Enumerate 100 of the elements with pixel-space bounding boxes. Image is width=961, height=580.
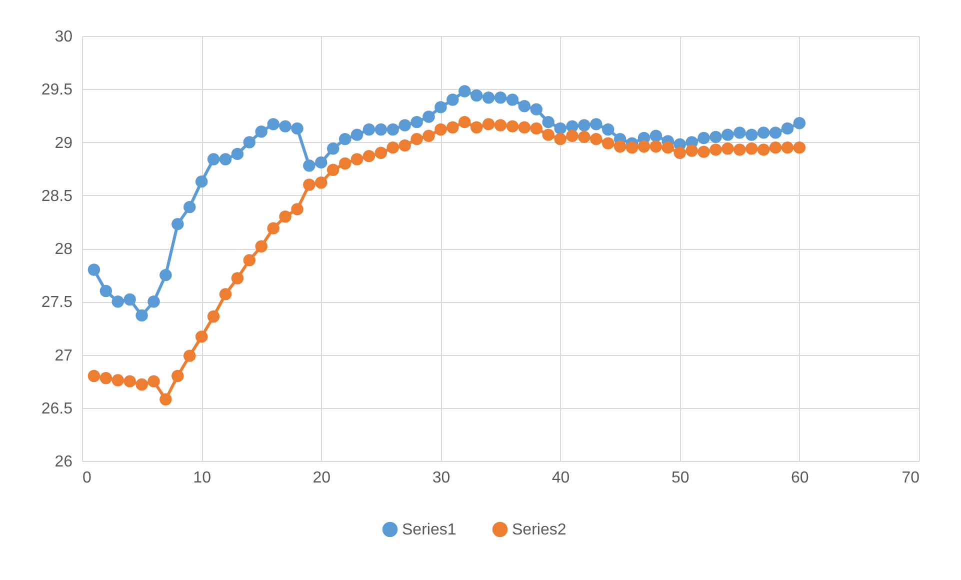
point [160, 268, 172, 282]
point [350, 128, 364, 141]
legend-label: Series1 [402, 521, 456, 538]
point [386, 123, 400, 136]
y-tick-label: 28 [54, 241, 73, 258]
x-tick-label: 10 [193, 470, 212, 486]
point [279, 210, 292, 223]
point [172, 218, 184, 230]
point [734, 126, 746, 139]
legend-label: Series2 [512, 521, 566, 538]
point [710, 144, 722, 156]
point [410, 132, 423, 146]
point [602, 123, 614, 136]
point [482, 92, 495, 104]
point [650, 130, 662, 142]
point [506, 120, 519, 132]
point [350, 153, 364, 166]
point [315, 176, 328, 189]
point [470, 89, 483, 102]
y-tick-label: 26.5 [41, 400, 73, 418]
point [195, 330, 208, 343]
point [757, 144, 770, 156]
point [315, 156, 328, 169]
point [410, 116, 423, 128]
point [494, 119, 507, 132]
point [183, 200, 196, 214]
point [100, 372, 112, 384]
point [195, 175, 208, 188]
point [590, 132, 602, 146]
point [207, 310, 220, 323]
point [255, 126, 268, 138]
point [148, 375, 160, 388]
y-tick-label: 26 [54, 454, 73, 470]
point [470, 121, 483, 134]
point [422, 130, 435, 142]
x-tick-label: 0 [82, 470, 92, 486]
point [279, 120, 292, 132]
point [124, 293, 136, 306]
point [734, 144, 746, 156]
point [326, 164, 340, 176]
point [338, 132, 352, 146]
point [303, 178, 316, 191]
point [434, 123, 447, 136]
point [662, 141, 674, 154]
point [231, 272, 244, 284]
point [136, 378, 148, 391]
point [518, 121, 531, 134]
point [374, 123, 388, 136]
y-tick-label: 29.5 [41, 82, 73, 99]
point [769, 126, 782, 139]
x-tick-label: 60 [791, 470, 809, 486]
x-tick-label: 30 [432, 470, 450, 486]
point [674, 146, 686, 159]
point [112, 296, 124, 308]
point [434, 101, 447, 114]
y-tick-label: 30 [54, 28, 73, 46]
y-tick-label: 27.5 [41, 294, 73, 312]
point [88, 264, 100, 276]
point [446, 121, 459, 134]
point [518, 100, 531, 112]
x-tick-label: 40 [552, 470, 570, 486]
point [769, 141, 782, 154]
point [124, 375, 136, 388]
point [398, 119, 411, 132]
x-tick-label: 20 [312, 470, 331, 486]
point [398, 139, 411, 152]
point [458, 85, 471, 98]
point [291, 203, 304, 216]
point [710, 130, 722, 144]
point [698, 146, 710, 158]
point [100, 284, 112, 298]
point [530, 103, 542, 116]
point [781, 141, 794, 154]
point [207, 153, 220, 166]
point [793, 117, 806, 130]
point [722, 128, 734, 141]
point [291, 122, 304, 135]
point [231, 148, 244, 160]
x-tick-label: 70 [902, 470, 920, 486]
point [626, 141, 638, 154]
point [590, 118, 602, 130]
point [745, 142, 758, 155]
point [243, 254, 256, 266]
point [554, 132, 566, 146]
x-tick-label: 50 [671, 470, 690, 486]
point [686, 144, 698, 157]
point [326, 142, 340, 155]
point [542, 116, 554, 128]
point [578, 130, 590, 144]
point [650, 140, 662, 153]
point [566, 130, 578, 142]
point [267, 222, 280, 234]
point [267, 118, 280, 130]
y-tick-label: 28.5 [41, 188, 73, 205]
point [338, 157, 352, 170]
point [542, 128, 554, 141]
point [362, 150, 376, 162]
point [602, 137, 614, 150]
point [362, 123, 376, 136]
point [722, 142, 734, 155]
